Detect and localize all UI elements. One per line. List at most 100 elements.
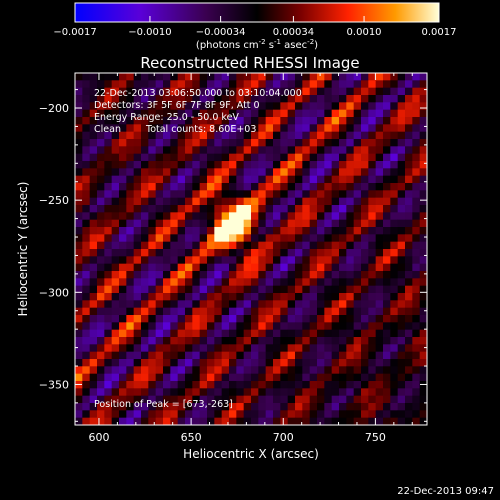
heatmap-cell — [177, 359, 186, 367]
heatmap-cell — [97, 351, 105, 360]
heatmap-cell — [405, 139, 413, 147]
heatmap-cell — [97, 278, 105, 287]
heatmap-cell — [383, 219, 391, 228]
heatmap-cell — [133, 359, 142, 367]
heatmap-cell — [368, 307, 377, 316]
heatmap-cell — [258, 417, 267, 425]
heatmap-cell — [221, 366, 230, 375]
heatmap-cell — [383, 153, 391, 162]
heatmap-cell — [331, 278, 340, 287]
heatmap-cell — [75, 109, 83, 118]
heatmap-cell — [199, 344, 208, 353]
heatmap-cell — [331, 183, 340, 191]
heatmap-cell — [419, 366, 427, 375]
heatmap-cell — [317, 87, 325, 96]
heatmap-cell — [339, 293, 347, 301]
heatmap-cell — [177, 278, 186, 287]
heatmap-cell — [302, 359, 311, 367]
heatmap-cell — [207, 388, 215, 397]
heatmap-cell — [265, 285, 274, 294]
heatmap-cell — [419, 117, 427, 125]
heatmap-cell — [177, 131, 186, 140]
heatmap-cell — [89, 293, 98, 301]
heatmap-cell — [287, 263, 296, 272]
heatmap-cell — [324, 300, 333, 309]
heatmap-cell — [346, 146, 355, 155]
heatmap-cell — [419, 263, 427, 272]
heatmap-cell — [280, 417, 289, 425]
heatmap-cell — [339, 241, 347, 250]
heatmap-cell — [405, 410, 413, 419]
heatmap-cell — [258, 241, 267, 250]
heatmap-cell — [214, 381, 223, 389]
heatmap-cell — [75, 95, 83, 103]
heatmap-cell — [346, 109, 355, 118]
heatmap-cell — [141, 212, 149, 221]
heatmap-cell — [155, 109, 164, 118]
heatmap-cell — [273, 293, 281, 301]
heatmap-cell — [148, 183, 157, 191]
heatmap-cell — [309, 109, 318, 118]
heatmap-cell — [163, 263, 171, 272]
heatmap-cell — [346, 161, 355, 169]
heatmap-cell — [397, 285, 406, 294]
heatmap-cell — [280, 271, 289, 279]
heatmap-cell — [265, 153, 274, 162]
heatmap-cell — [419, 87, 427, 96]
heatmap-cell — [375, 124, 384, 133]
heatmap-cell — [141, 359, 149, 367]
heatmap-cell — [368, 366, 377, 375]
heatmap-cell — [353, 109, 362, 118]
heatmap-cell — [405, 249, 413, 257]
heatmap-cell — [280, 87, 289, 96]
heatmap-cell — [309, 271, 318, 279]
heatmap-cell — [155, 285, 164, 294]
heatmap-cell — [368, 337, 377, 345]
heatmap-cell — [309, 417, 318, 425]
heatmap-cell — [390, 131, 399, 140]
heatmap-cell — [148, 124, 157, 133]
heatmap-cell — [353, 388, 362, 397]
heatmap-cell — [317, 278, 325, 287]
y-tick-label: −300 — [39, 286, 69, 299]
heatmap-cell — [375, 329, 384, 338]
heatmap-cell — [383, 117, 391, 125]
heatmap-cell — [346, 175, 355, 184]
heatmap-cell — [221, 263, 230, 272]
heatmap-cell — [221, 109, 230, 118]
heatmap-cell — [207, 168, 215, 177]
heatmap-cell — [339, 351, 347, 360]
heatmap-cell — [361, 271, 369, 279]
heatmap-cell — [236, 212, 245, 221]
heatmap-cell — [397, 351, 406, 360]
heatmap-cell — [119, 359, 127, 367]
heatmap-cell — [97, 175, 105, 184]
heatmap-cell — [375, 190, 384, 199]
heatmap-cell — [104, 417, 113, 425]
heatmap-cell — [82, 395, 91, 404]
heatmap-cell — [390, 322, 399, 331]
heatmap-cell — [111, 109, 120, 118]
heatmap-cell — [199, 197, 208, 206]
heatmap-cell — [258, 87, 267, 96]
heatmap-cell — [368, 351, 377, 360]
heatmap-cell — [412, 322, 421, 331]
heatmap-cell — [185, 212, 193, 221]
heatmap-cell — [419, 337, 427, 345]
heatmap-cell — [339, 337, 347, 345]
heatmap-cell — [75, 366, 83, 375]
heatmap-cell — [177, 87, 186, 96]
heatmap-cell — [368, 234, 377, 243]
heatmap-cell — [280, 388, 289, 397]
heatmap-cell — [397, 395, 406, 404]
heatmap-cell — [221, 293, 230, 301]
heatmap-cell — [324, 139, 333, 147]
heatmap-cell — [207, 293, 215, 301]
heatmap-cell — [353, 278, 362, 287]
heatmap-cell — [97, 417, 105, 425]
heatmap-cell — [236, 117, 245, 125]
heatmap-cell — [353, 95, 362, 103]
heatmap-cell — [199, 381, 208, 389]
heatmap-cell — [148, 131, 157, 140]
heatmap-cell — [405, 197, 413, 206]
